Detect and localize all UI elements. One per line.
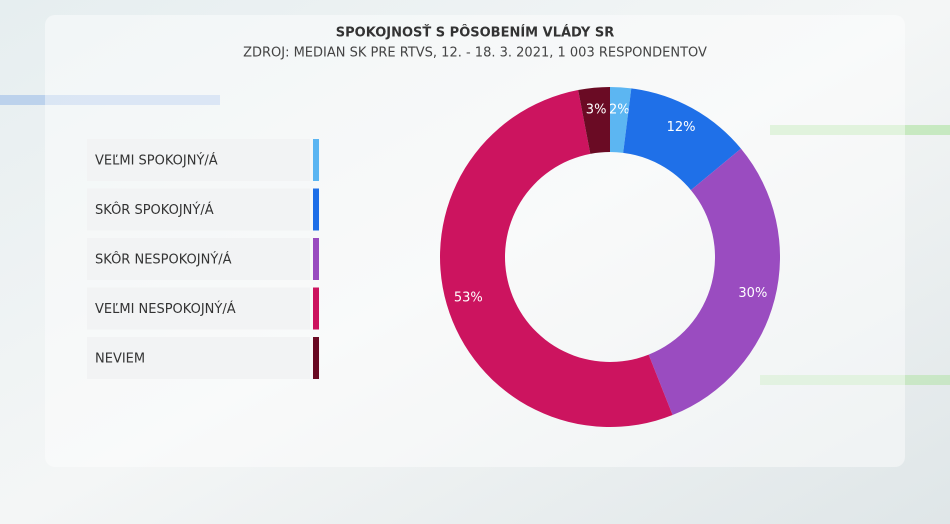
legend-swatch <box>313 139 319 181</box>
donut-slice <box>439 90 673 428</box>
decor <box>760 375 950 385</box>
legend-swatch <box>313 188 319 231</box>
chart-subtitle: ZDROJ: MEDIAN SK PRE RTVS, 12. - 18. 3. … <box>243 46 707 61</box>
value-label: 3% <box>586 103 607 118</box>
donut-slice <box>610 87 632 153</box>
legend-swatch <box>313 337 319 379</box>
decor <box>770 125 950 135</box>
legend-box <box>87 238 310 280</box>
legend-swatch <box>313 287 319 330</box>
legend-box <box>87 287 310 330</box>
legend-box <box>87 139 310 181</box>
chart-title: SPOKOJNOSŤ S PÔSOBENÍM VLÁDY SR <box>336 25 614 41</box>
legend-box <box>87 337 310 379</box>
legend-label: VEĽMI NESPOKOJNÝ/Á <box>95 301 236 317</box>
legend-swatch <box>313 238 319 280</box>
value-label: 2% <box>609 102 630 117</box>
value-label: 30% <box>738 286 767 301</box>
legend-label: VEĽMI SPOKOJNÝ/Á <box>95 153 218 169</box>
decor <box>0 95 220 105</box>
legend-box <box>87 188 310 231</box>
donut-slice <box>623 88 741 191</box>
value-label: 53% <box>454 291 483 306</box>
donut-slice <box>578 87 610 154</box>
value-label: 12% <box>667 120 696 135</box>
legend-label: NEVIEM <box>95 352 145 367</box>
legend-label: SKÔR SPOKOJNÝ/Á <box>95 202 214 218</box>
legend-label: SKÔR NESPOKOJNÝ/Á <box>95 252 232 268</box>
donut-slice <box>648 148 780 416</box>
